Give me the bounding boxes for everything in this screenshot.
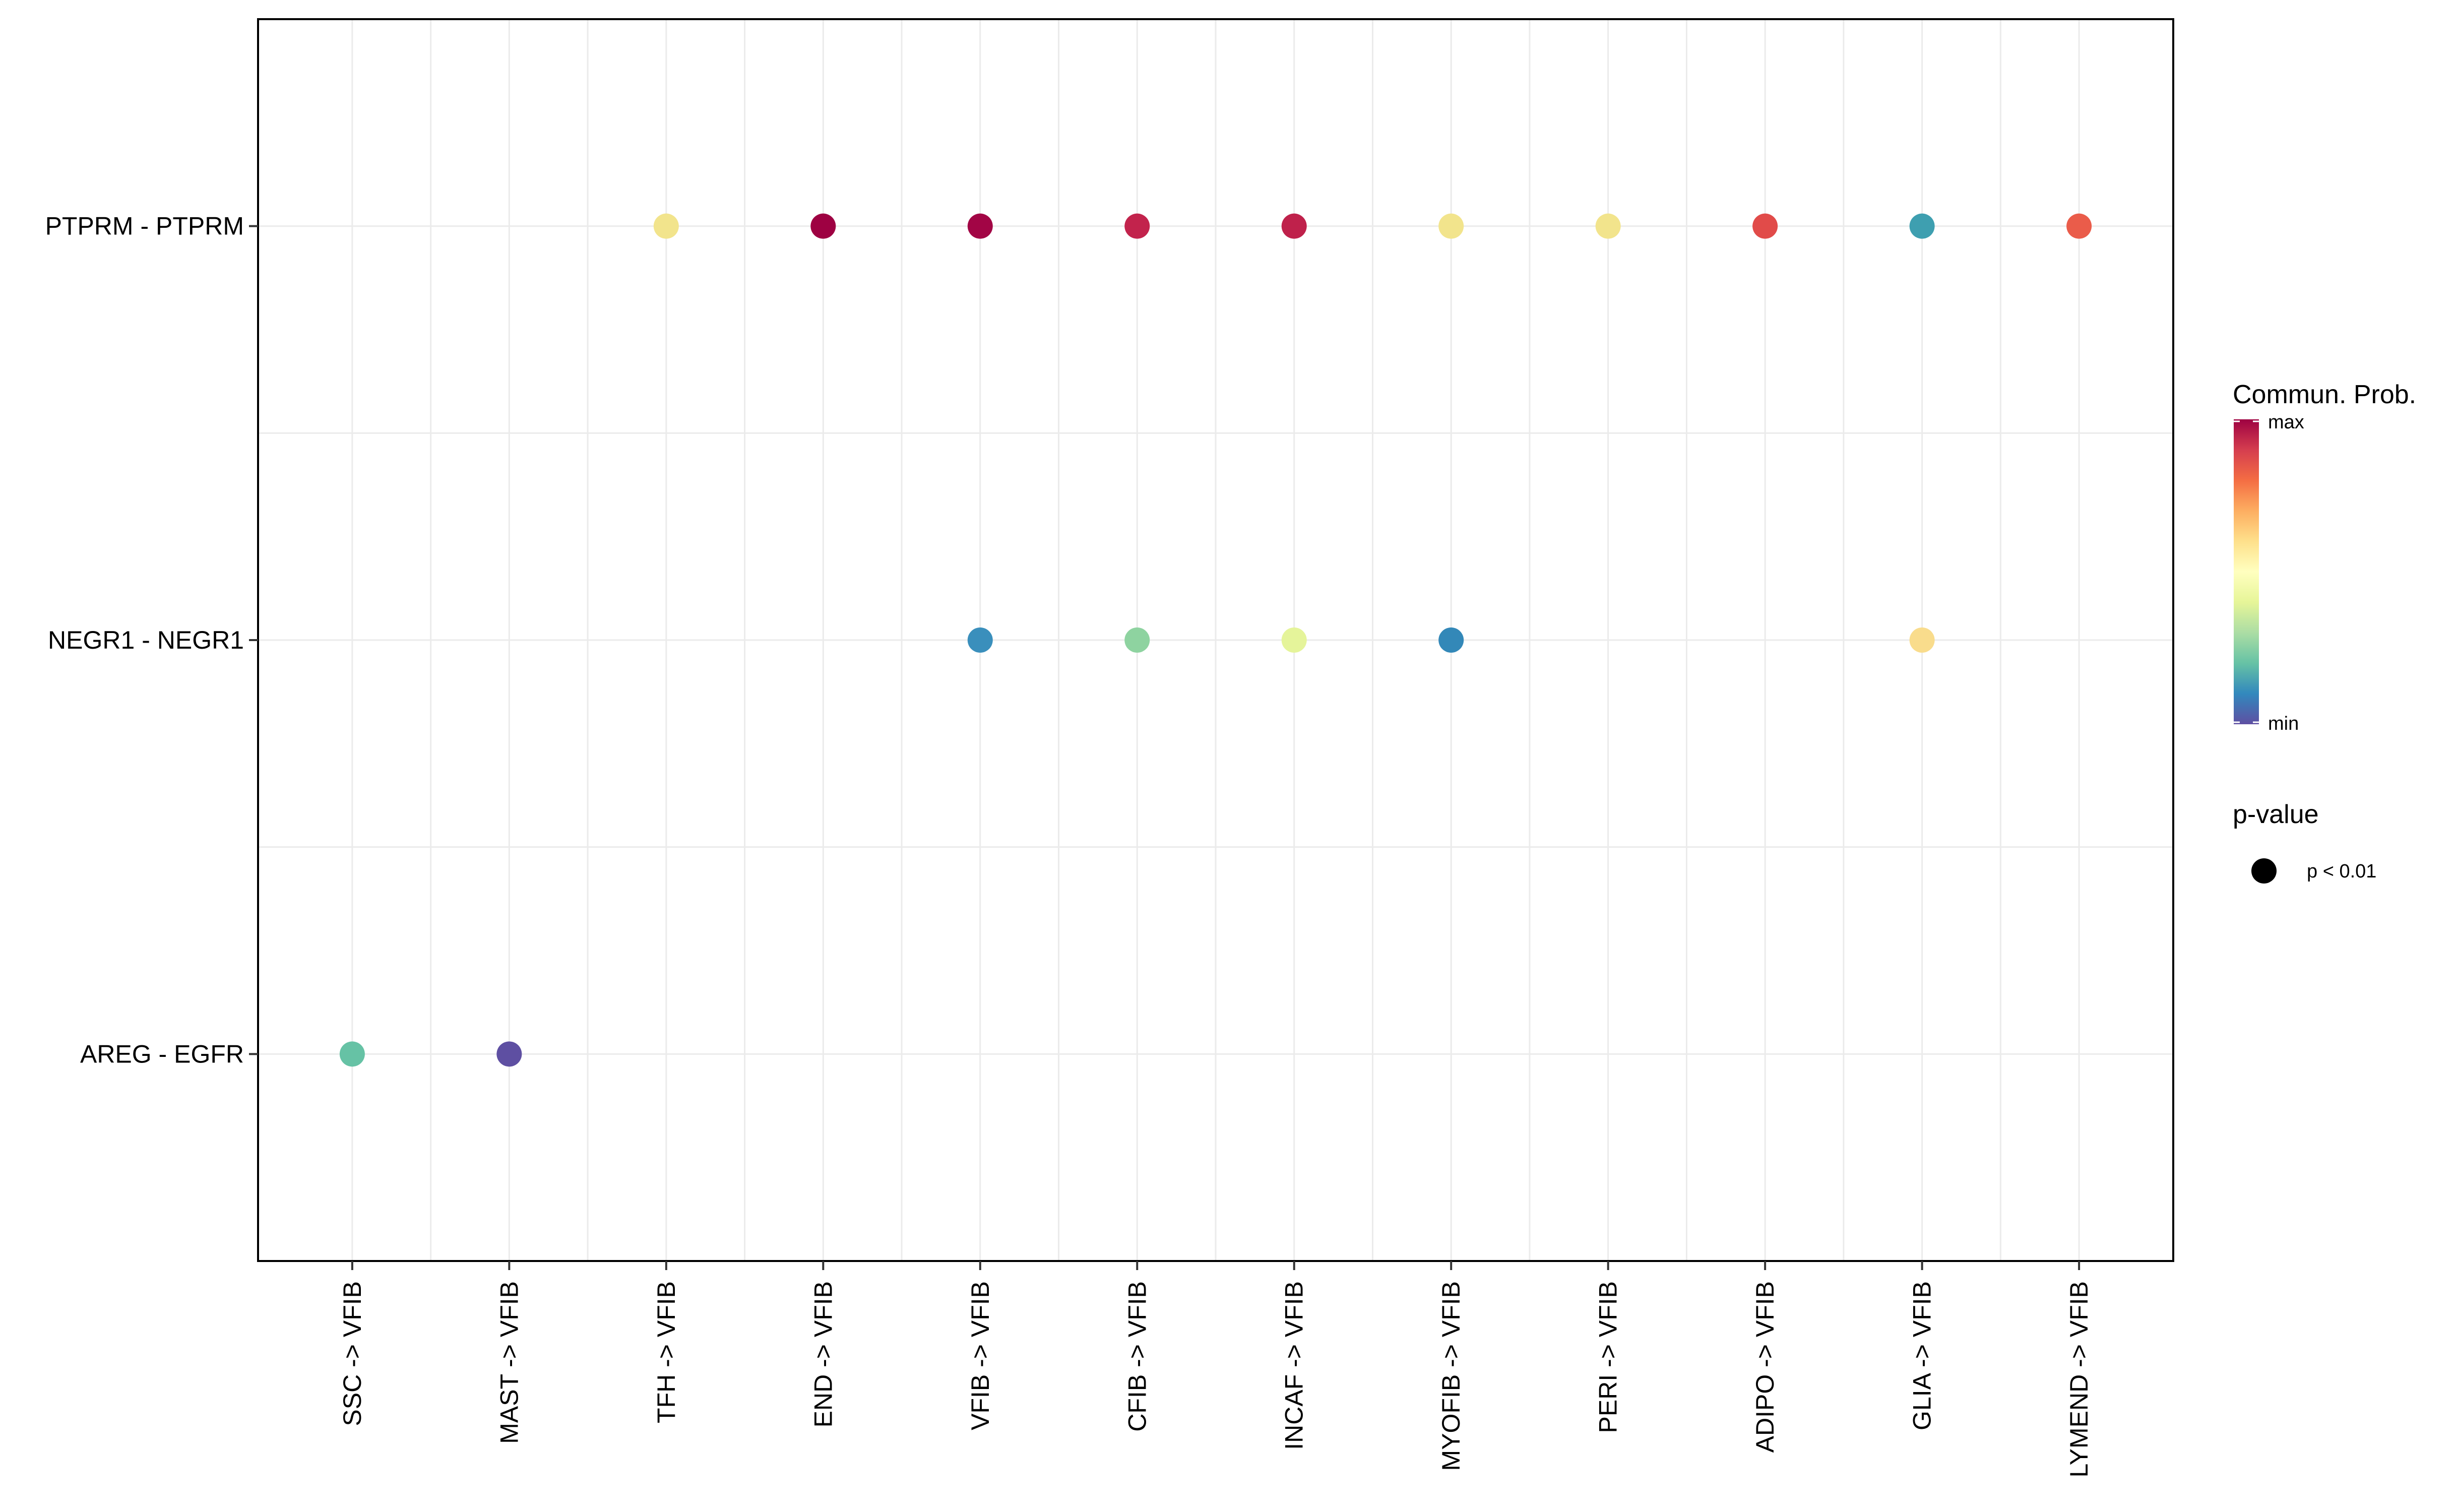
point-ptprm-ptprm-vfib-vfib [967, 213, 993, 239]
x-tick-label-incaf-vfib: INCAF -> VFIB [1280, 1281, 1308, 1450]
point-negr1-negr1-cfib-vfib [1124, 627, 1150, 653]
x-tick-label-tfh-vfib: TFH -> VFIB [652, 1281, 680, 1423]
point-ptprm-ptprm-end-vfib [810, 213, 836, 239]
x-tick-label-mast-vfib: MAST -> VFIB [495, 1281, 523, 1444]
x-tick-label-ssc-vfib: SSC -> VFIB [338, 1281, 366, 1426]
y-tick-label-ptprm-ptprm: PTPRM - PTPRM [45, 212, 244, 240]
point-ptprm-ptprm-myofib-vfib [1438, 213, 1464, 239]
legend: Commun. Prob. max min p-value p < 0.01 [2233, 380, 2416, 884]
point-areg-egfr-mast-vfib [496, 1041, 522, 1067]
point-negr1-negr1-myofib-vfib [1438, 627, 1464, 653]
x-tick-label-vfib-vfib: VFIB -> VFIB [966, 1281, 994, 1430]
point-areg-egfr-ssc-vfib [339, 1041, 365, 1067]
color-legend-max-label: max [2268, 412, 2304, 433]
x-tick-label-adipo-vfib: ADIPO -> VFIB [1751, 1281, 1779, 1453]
point-ptprm-ptprm-cfib-vfib [1124, 213, 1150, 239]
x-tick-label-glia-vfib: GLIA -> VFIB [1908, 1281, 1936, 1430]
x-tick-label-myofib-vfib: MYOFIB -> VFIB [1437, 1281, 1465, 1471]
x-tick-label-cfib-vfib: CFIB -> VFIB [1123, 1281, 1151, 1432]
color-legend-title: Commun. Prob. [2233, 380, 2416, 409]
color-legend-min-label: min [2268, 713, 2299, 734]
y-tick-label-negr1-negr1: NEGR1 - NEGR1 [48, 626, 244, 654]
x-tick-label-lymend-vfib: LYMEND -> VFIB [2065, 1281, 2093, 1477]
x-tick-label-end-vfib: END -> VFIB [809, 1281, 837, 1427]
point-ptprm-ptprm-tfh-vfib [653, 213, 679, 239]
point-negr1-negr1-vfib-vfib [967, 627, 993, 653]
y-tick-label-areg-egfr: AREG - EGFR [80, 1040, 244, 1068]
point-ptprm-ptprm-lymend-vfib [2066, 213, 2092, 239]
point-ptprm-ptprm-glia-vfib [1909, 213, 1935, 239]
x-axis: SSC -> VFIB MAST -> VFIB TFH -> VFIB END ->… [338, 1261, 2093, 1477]
point-ptprm-ptprm-incaf-vfib [1281, 213, 1307, 239]
y-axis: AREG - EGFR NEGR1 - NEGR1 PTPRM - PTPRM [45, 212, 258, 1068]
point-ptprm-ptprm-adipo-vfib [1752, 213, 1778, 239]
point-negr1-negr1-incaf-vfib [1281, 627, 1307, 653]
point-ptprm-ptprm-peri-vfib [1595, 213, 1621, 239]
data-points [339, 213, 2092, 1067]
x-tick-label-peri-vfib: PERI -> VFIB [1594, 1281, 1622, 1433]
size-legend-label: p < 0.01 [2307, 861, 2376, 882]
color-bar [2234, 419, 2259, 724]
point-negr1-negr1-glia-vfib [1909, 627, 1935, 653]
size-legend-title: p-value [2233, 800, 2319, 829]
size-legend-key [2251, 858, 2277, 884]
